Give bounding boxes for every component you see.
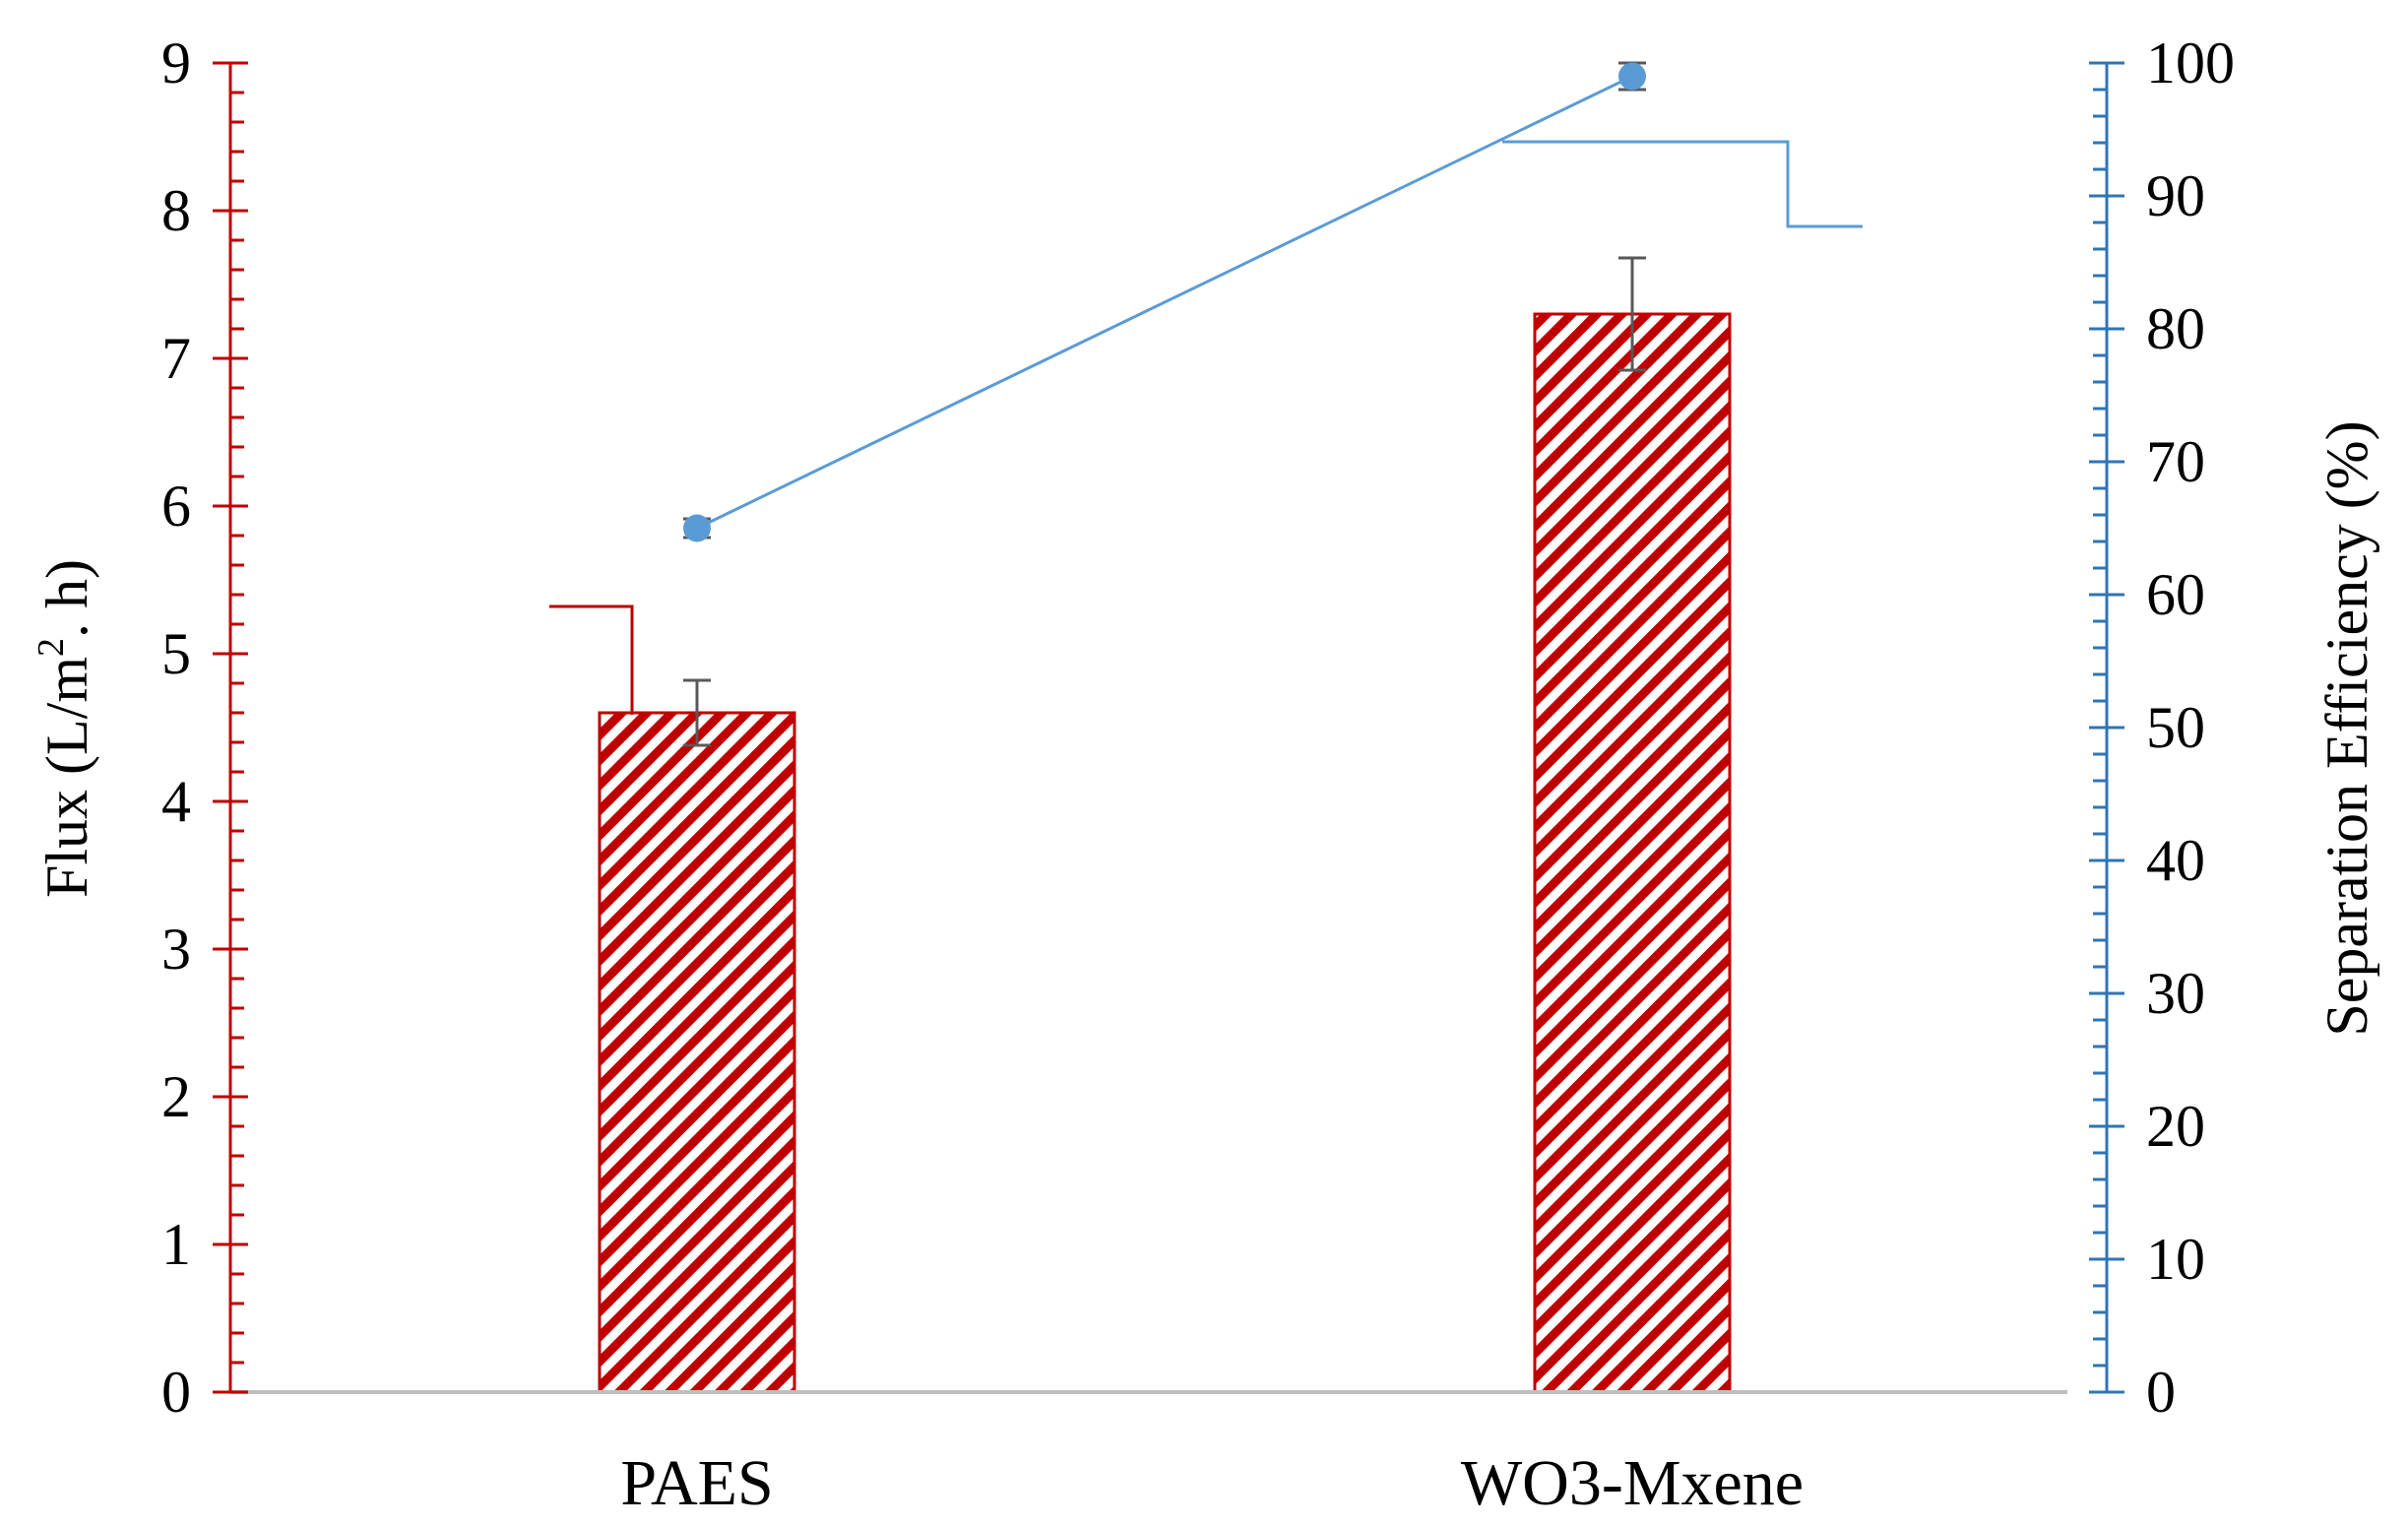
- efficiency-point-paes: [683, 514, 711, 542]
- left-axis-tick-label: 0: [161, 1360, 191, 1425]
- efficiency-line: [696, 75, 1633, 530]
- right-axis-tick-label: 40: [2146, 828, 2205, 893]
- left-axis-tick-label: 1: [161, 1212, 191, 1277]
- right-axis-tick-label: 0: [2146, 1360, 2176, 1425]
- right-axis-tick-label: 20: [2146, 1094, 2205, 1159]
- left-axis-title: Flux (L/m2. h): [31, 559, 99, 898]
- left-axis-title-superscript: 2: [31, 638, 72, 657]
- right-axis-tick-label: 30: [2146, 961, 2205, 1026]
- right-axis-tick-label: 50: [2146, 695, 2205, 760]
- left-axis: 0 1 2 3 4 5 6 7 8 9: [161, 31, 248, 1425]
- left-axis-tick-label: 8: [161, 178, 191, 243]
- left-axis-tick-label: 6: [161, 474, 191, 539]
- category-label-wo3-mxene: WO3-Mxene: [1461, 1447, 1804, 1519]
- right-axis-tick-label: 60: [2146, 562, 2205, 627]
- category-label-paes: PAES: [620, 1447, 773, 1519]
- left-axis-tick-label: 7: [161, 326, 191, 391]
- left-axis-tick-label: 2: [161, 1064, 191, 1129]
- right-axis-tick-label: 10: [2146, 1227, 2205, 1292]
- bar-callout-leader: [549, 604, 634, 715]
- category-labels: PAES WO3-Mxene: [620, 1447, 1804, 1519]
- left-axis-tick-label: 4: [161, 769, 191, 834]
- efficiency-point-wo3-mxene: [1618, 62, 1646, 91]
- right-axis-title: Separation Efficiency (%): [2314, 420, 2379, 1036]
- bar-error-bar-wo3-mxene: [1618, 256, 1646, 372]
- bar-error-bar-paes: [683, 678, 711, 747]
- bar-wo3-mxene: [1533, 312, 1732, 1394]
- left-axis-title-tail: . h): [34, 559, 99, 638]
- bar-paes: [598, 711, 796, 1394]
- right-axis: 0 10 20 30 40 50 60 70 80 90 100: [2089, 31, 2235, 1425]
- right-axis-tick-label: 90: [2146, 163, 2205, 228]
- line-series-layer: [683, 61, 1646, 542]
- left-axis-tick-label: 3: [161, 917, 191, 982]
- bars-layer: [598, 256, 1732, 1394]
- callout-lines: [549, 140, 1863, 715]
- left-axis-tick-label: 9: [161, 31, 191, 95]
- line-callout-leader: [1502, 140, 1863, 228]
- left-axis-tick-label: 5: [161, 621, 191, 686]
- right-axis-tick-label: 70: [2146, 429, 2205, 494]
- right-axis-tick-label: 100: [2146, 31, 2235, 95]
- right-axis-tick-label: 80: [2146, 296, 2205, 361]
